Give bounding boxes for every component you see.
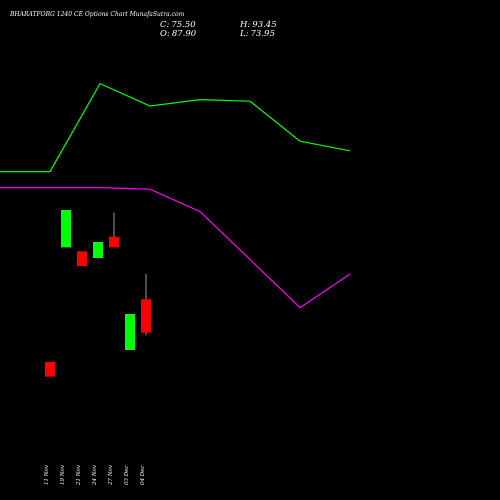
candle-body [125, 314, 135, 350]
candle-body [45, 362, 55, 377]
close-value: 75.50 [171, 20, 196, 30]
x-tick-label: 27 Nov [108, 464, 114, 486]
x-tick-label: 04 Dec [140, 466, 146, 486]
low-readout: L: 73.95 [240, 29, 275, 39]
low-value: 73.95 [250, 29, 275, 39]
x-tick-label: 19 Nov [60, 464, 66, 485]
chart-title: BHARATFORG 1240 CE Options Chart MunafaS… [10, 11, 185, 18]
x-tick-label: 24 Nov [92, 464, 98, 486]
open-label: O: [160, 29, 170, 39]
x-tick-label: 21 Nov [76, 464, 82, 486]
overlay-line-1 [0, 82, 351, 173]
candle-body [141, 299, 151, 333]
open-readout: O: 87.90 [160, 29, 196, 39]
x-tick-label: 03 Dec [124, 466, 130, 486]
high-value: 93.45 [252, 20, 277, 30]
open-value: 87.90 [171, 29, 197, 39]
candle-body [77, 251, 87, 266]
high-label: H: [240, 20, 251, 30]
close-readout: C: 75.50 [160, 20, 196, 30]
candle-body [109, 236, 119, 248]
close-label: C: [160, 20, 170, 30]
x-tick-label: 11 Nov [44, 464, 50, 485]
high-readout: H: 93.45 [240, 20, 277, 30]
low-label: L: [240, 29, 249, 39]
overlay-line-2 [0, 187, 351, 309]
candle-body [61, 210, 71, 248]
candle-body [93, 242, 103, 258]
